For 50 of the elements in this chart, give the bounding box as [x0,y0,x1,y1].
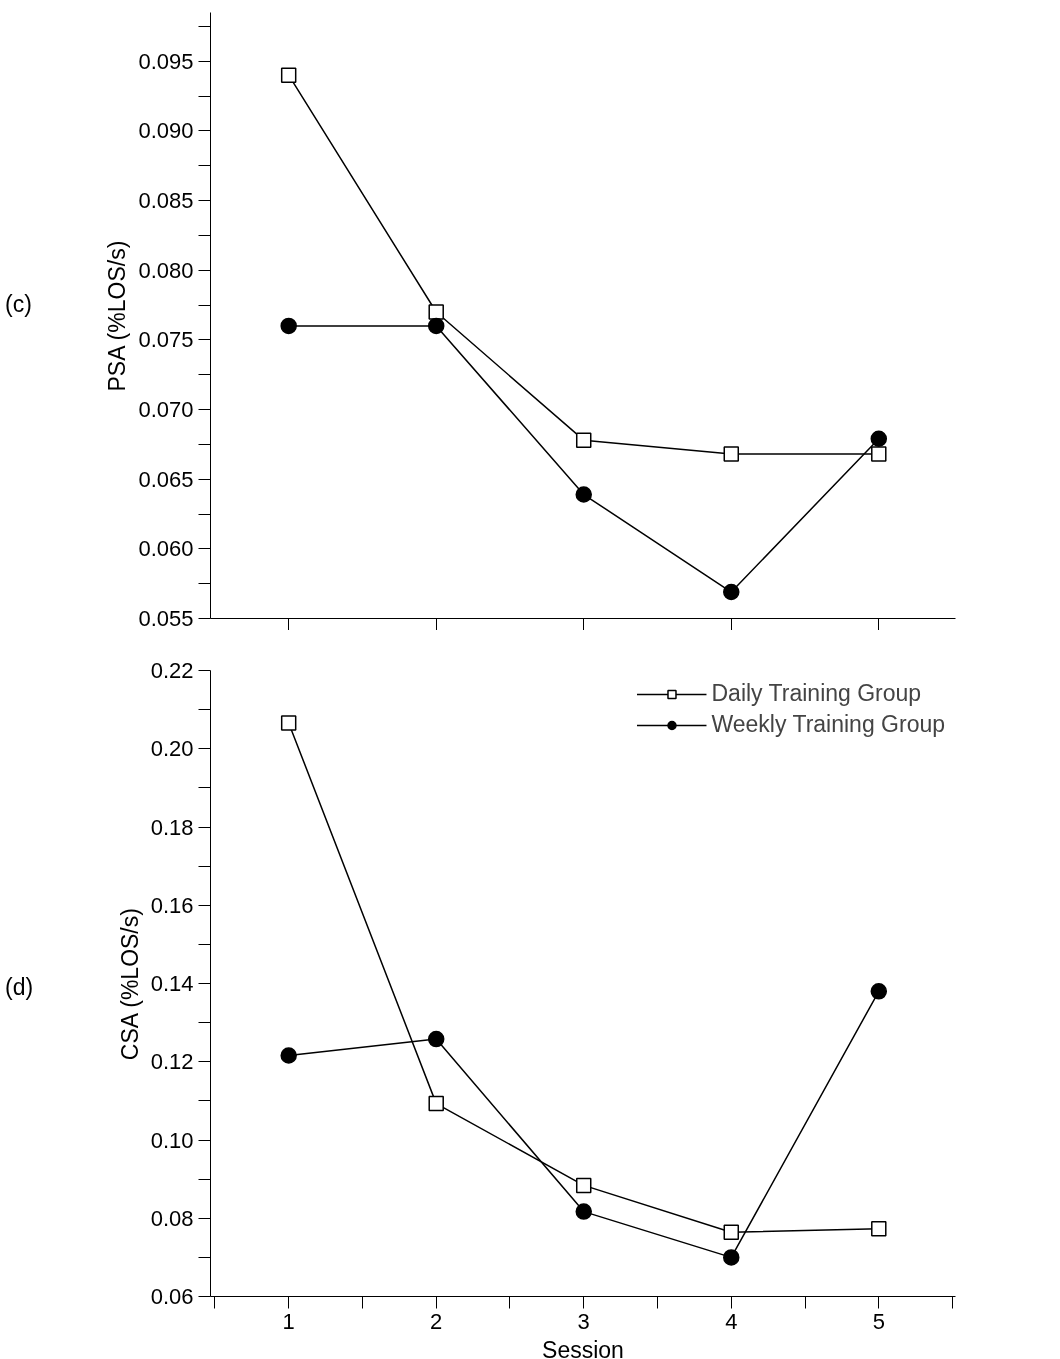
point [280,715,297,731]
point [871,446,887,462]
y-tick-label: 0.065 [138,466,194,492]
x-tick-label: 4 [725,1308,738,1334]
legend-label: Daily Training Group [711,680,922,707]
y-tick-label: 0.08 [150,1205,194,1231]
point [575,432,592,448]
text: (c) [5,290,32,319]
y-tick-label: 0.20 [150,736,194,762]
y-tick-label: 0.090 [138,118,194,144]
point [280,317,297,335]
y-tick-label: 0.085 [138,188,194,214]
legend-label: Weekly Training Group [711,711,945,738]
point [280,1047,297,1064]
point [723,1224,740,1241]
y-tick-label: 0.075 [138,327,194,353]
y-tick-label: 0.10 [150,1127,194,1153]
x-axis-title: Session [542,1336,624,1359]
y-tick-label: 0.12 [150,1049,194,1075]
point [723,1249,740,1266]
y-tick-label: 0.16 [150,892,194,918]
x-tick-label: 2 [430,1308,443,1334]
point [870,983,888,1000]
point [427,317,445,335]
y-tick-label: 0.22 [150,658,194,683]
y-tick-label: 0.095 [138,48,194,74]
y-tick-label: 0.06 [150,1284,194,1309]
point [575,1203,592,1220]
y-tick-label: 0.14 [150,971,194,996]
x-tick-label: 3 [577,1308,590,1334]
y-tick-label: 0.055 [138,606,194,631]
y-axis-title: PSA (%LOS/s) [104,240,131,392]
point [428,1095,444,1112]
point [870,430,888,448]
point [427,1030,445,1048]
point [575,486,592,503]
x-tick-label: 1 [282,1308,295,1334]
y-tick-label: 0.070 [138,397,194,423]
point [723,583,740,601]
point [871,1221,887,1237]
y-tick-label: 0.18 [150,814,194,840]
y-tick-label: 0.080 [138,257,194,283]
text: (d) [5,973,34,1002]
point [575,1177,592,1194]
point [723,446,740,462]
y-tick-label: 0.060 [138,536,194,562]
point [280,67,297,83]
point [428,304,444,320]
y-axis-title: CSA (%LOS/s) [116,908,143,1061]
x-tick-label: 5 [872,1308,885,1334]
